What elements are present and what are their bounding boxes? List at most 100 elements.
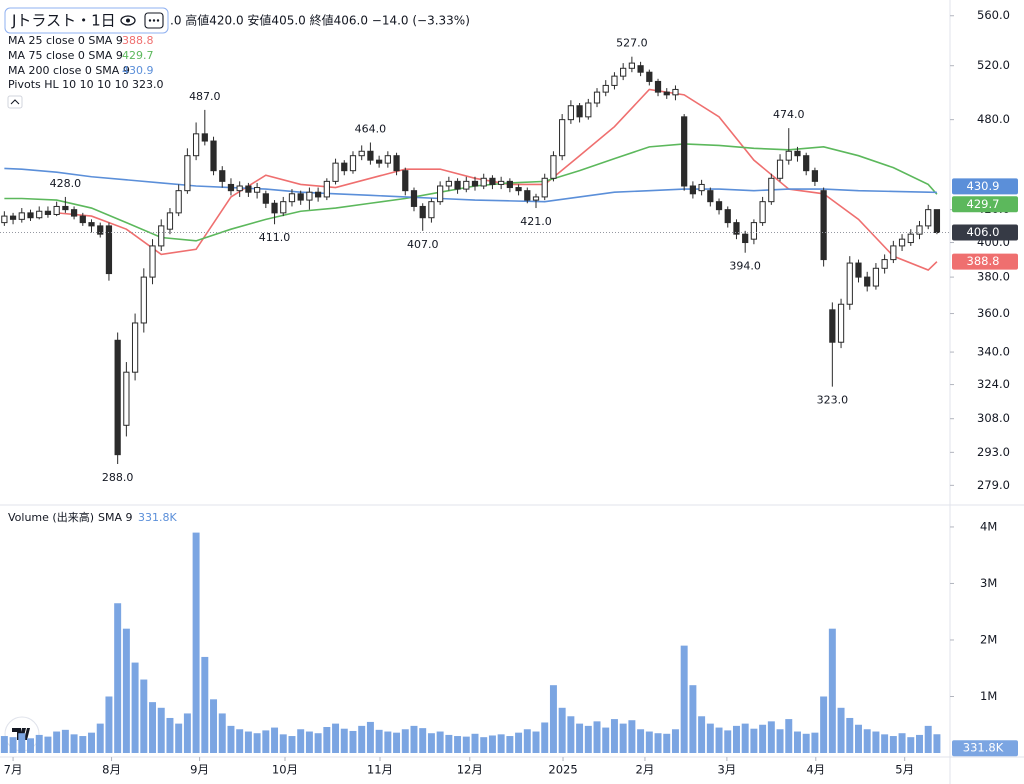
candle-body <box>114 339 121 456</box>
candle-body <box>925 209 932 227</box>
candle-body <box>27 212 34 219</box>
volume-bar <box>436 731 444 753</box>
price-tag <box>952 253 1018 270</box>
volume-bar <box>916 734 923 753</box>
candle-body <box>724 209 731 224</box>
volume-bar <box>35 734 43 753</box>
price-tag-label: 429.7 <box>967 197 1000 211</box>
candle-body <box>785 150 792 161</box>
volume-bar <box>462 736 470 753</box>
symbol-box[interactable] <box>4 7 169 34</box>
candle-body <box>158 225 165 247</box>
candle-body <box>567 105 574 121</box>
candle-body <box>227 183 235 192</box>
candle-body <box>463 180 470 190</box>
volume-bar <box>471 733 479 753</box>
volume-bar <box>244 731 252 753</box>
pivot-label: 527.0 <box>616 37 648 50</box>
candle-body <box>428 201 435 219</box>
candle-body <box>576 105 583 118</box>
volume-bar <box>419 728 427 753</box>
y-tick-label: 293.0 <box>977 445 1010 459</box>
y-tick-label: 1M <box>980 689 997 703</box>
volume-bar <box>236 729 244 753</box>
volume-bar <box>619 723 627 753</box>
candle-body <box>672 88 679 96</box>
candle-body <box>315 191 322 198</box>
candle-body <box>192 133 200 157</box>
symbol: Jトラスト・1日 <box>11 12 116 30</box>
volume-bar <box>706 723 714 753</box>
candle-body <box>707 190 714 203</box>
candle-body <box>593 91 601 104</box>
volume-bar <box>732 725 740 753</box>
volume-bar <box>227 725 235 753</box>
volume-bar <box>70 734 78 753</box>
y-tick-label: 3M <box>980 576 997 590</box>
volume-bar <box>271 727 279 753</box>
y-tick-label: 520.0 <box>977 58 1010 72</box>
collapse-button[interactable] <box>7 95 23 109</box>
candle-body <box>715 201 723 211</box>
volume-bar <box>445 734 453 753</box>
legend-name: Pivots HL 10 10 10 10 <box>8 78 129 91</box>
candle-body <box>201 133 208 142</box>
pivot-label: 411.0 <box>259 231 291 244</box>
volume-bar <box>349 730 357 753</box>
candle-body <box>271 202 278 214</box>
candle-body <box>53 205 60 215</box>
y-tick-label: 308.0 <box>977 411 1010 425</box>
candle-body <box>829 309 836 343</box>
volume-bar <box>558 707 566 753</box>
candle-body <box>184 155 191 192</box>
candle-body <box>846 262 853 305</box>
volume-bar <box>384 731 392 753</box>
volume-bar <box>53 731 61 753</box>
volume-bar <box>305 731 313 753</box>
candle-body <box>376 159 383 164</box>
price-tag-label: 430.9 <box>967 179 1000 193</box>
y-tick-label: 480.0 <box>977 112 1010 126</box>
candle-body <box>393 155 400 172</box>
legend-value: 323.0 <box>132 78 164 91</box>
volume-bar <box>750 728 758 753</box>
volume-bar <box>427 733 435 753</box>
candle-body <box>480 177 487 187</box>
y-tick-label: 279.0 <box>977 478 1010 492</box>
volume-bar <box>602 727 610 753</box>
more-icon[interactable] <box>144 12 164 29</box>
legend: Jトラスト・1日 .0 高値420.0 安値405.0 終値406.0 −14.… <box>4 7 470 524</box>
candle-body <box>70 209 78 217</box>
x-tick-label: 11月 <box>367 763 393 777</box>
volume-bar <box>297 729 305 753</box>
volume-bar <box>541 722 549 753</box>
collapse-arrow <box>10 99 20 105</box>
candle-body <box>515 187 522 192</box>
pivot-label: 288.0 <box>102 471 134 484</box>
candle-body <box>140 276 147 324</box>
x-tick-label: 4月 <box>806 763 825 777</box>
volume-bar <box>192 532 200 753</box>
x-tick-label: 12月 <box>457 763 483 777</box>
volume-bar <box>584 725 592 753</box>
candle-body <box>323 180 330 198</box>
candle-body <box>759 201 766 224</box>
price-tag-label: 331.8K <box>963 741 1004 755</box>
volume-bar <box>628 720 636 753</box>
candle-body <box>837 303 845 343</box>
pivot-label: 464.0 <box>355 122 387 135</box>
volume-bar <box>18 733 26 753</box>
x-tick-label: 8月 <box>102 763 121 777</box>
candle-body <box>454 180 461 190</box>
volume-bar <box>183 713 191 753</box>
volume-bar <box>898 733 906 753</box>
price-tag <box>952 196 1018 213</box>
x-tick-label: 2月 <box>636 763 655 777</box>
volume-bar <box>401 729 409 753</box>
candle-body <box>18 212 25 220</box>
eye-icon[interactable] <box>120 15 136 26</box>
candle-body <box>36 210 43 219</box>
candle-body <box>872 267 880 287</box>
candle-body <box>306 191 313 201</box>
volume-bar <box>96 723 104 753</box>
